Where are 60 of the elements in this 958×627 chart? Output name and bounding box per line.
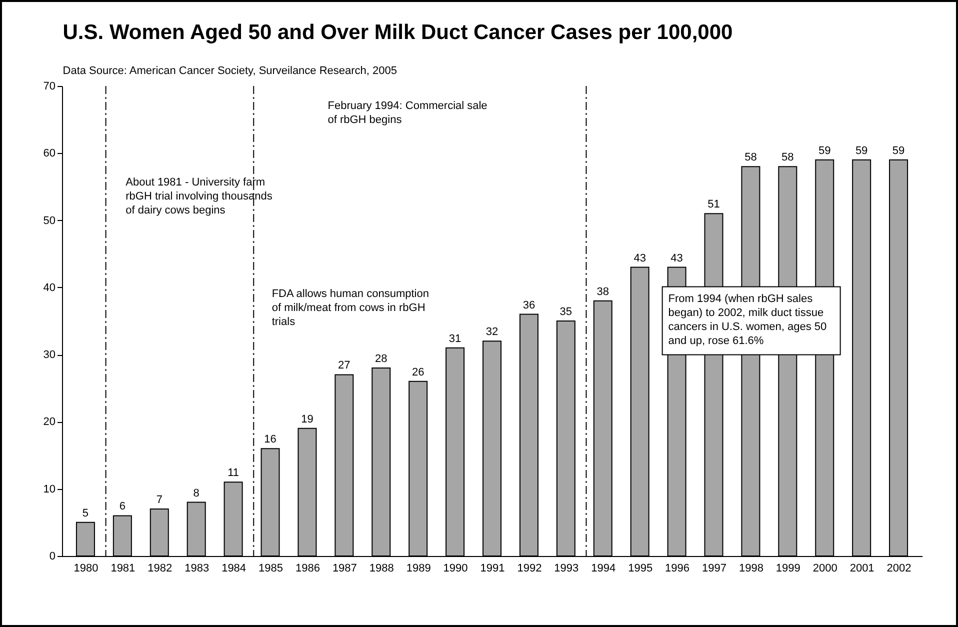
data-label: 43 bbox=[670, 252, 683, 264]
data-label: 28 bbox=[375, 353, 388, 365]
x-tick-label: 1980 bbox=[74, 562, 98, 574]
x-tick-label: 1991 bbox=[480, 562, 505, 574]
data-label: 19 bbox=[301, 413, 314, 426]
y-tick-label: 40 bbox=[43, 282, 56, 294]
data-label: 11 bbox=[228, 467, 240, 480]
y-tick-label: 10 bbox=[43, 483, 56, 496]
x-tick-label: 1999 bbox=[776, 562, 800, 574]
data-label: 16 bbox=[264, 434, 276, 446]
x-tick-label: 1992 bbox=[517, 562, 542, 574]
x-tick-label: 1988 bbox=[369, 562, 394, 574]
data-label: 26 bbox=[412, 366, 424, 378]
data-label: 5 bbox=[82, 507, 89, 520]
y-tick-label: 50 bbox=[43, 214, 56, 227]
data-label: 27 bbox=[338, 360, 350, 372]
annotation: About 1981 - University farm rbGH trial involving thousands of dairy cows begins bbox=[126, 176, 273, 217]
y-tick-label: 70 bbox=[43, 80, 56, 92]
data-label: 35 bbox=[560, 306, 572, 318]
x-tick-label: 1995 bbox=[628, 562, 653, 574]
x-tick-label: 1990 bbox=[443, 562, 468, 574]
data-label: 7 bbox=[156, 494, 162, 506]
annotation: FDA allows human consumption of milk/meat from cows in rbGH trials bbox=[272, 288, 429, 328]
data-label: 36 bbox=[522, 299, 536, 312]
data-label: 59 bbox=[855, 144, 868, 157]
data-label: 51 bbox=[708, 198, 720, 211]
chart-title: U.S. Women Aged 50 and Over Milk Duct Cancer Cases per 100,000 bbox=[62, 21, 733, 44]
y-tick-label: 30 bbox=[43, 349, 56, 362]
data-label: 32 bbox=[486, 326, 498, 338]
x-tick-label: 1997 bbox=[702, 562, 726, 574]
annotation: February 1994: Commercial sale of rbGH begins bbox=[328, 100, 488, 126]
x-tick-label: 1982 bbox=[148, 562, 172, 574]
y-tick-label: 20 bbox=[43, 416, 56, 428]
data-label: 8 bbox=[193, 487, 200, 500]
x-tick-label: 1989 bbox=[406, 562, 431, 574]
x-tick-label: 1994 bbox=[591, 562, 616, 574]
data-label: 58 bbox=[782, 152, 794, 164]
source-note: Data Source: American Cancer Society, Surveilance Research, 2005 bbox=[62, 65, 398, 77]
x-tick-label: 2000 bbox=[812, 562, 838, 574]
x-tick-label: 1984 bbox=[222, 562, 246, 574]
data-label: 31 bbox=[448, 332, 462, 345]
x-tick-label: 1985 bbox=[258, 562, 284, 574]
data-label: 58 bbox=[744, 152, 757, 164]
data-label: 59 bbox=[892, 144, 905, 157]
data-label: 59 bbox=[818, 144, 831, 157]
x-tick-label: 1998 bbox=[738, 562, 764, 574]
data-label: 38 bbox=[596, 286, 609, 298]
x-tick-label: 1986 bbox=[295, 562, 320, 574]
y-tick-label: 60 bbox=[43, 148, 56, 160]
annotation: From 1994 (when rbGH sales began) to 2002, milk duct tissue cancers in U.S. women, ages 50 and up, rose 61.6% bbox=[668, 292, 827, 347]
x-tick-label: 1987 bbox=[332, 562, 357, 574]
x-tick-label: 1996 bbox=[665, 562, 690, 574]
x-tick-label: 2001 bbox=[850, 562, 874, 574]
x-tick-label: 1981 bbox=[110, 562, 136, 574]
x-tick-label: 1993 bbox=[554, 562, 579, 574]
y-tick-label: 0 bbox=[49, 550, 56, 562]
x-tick-label: 1983 bbox=[184, 562, 210, 574]
data-label: 43 bbox=[634, 252, 646, 264]
data-label: 6 bbox=[119, 500, 126, 513]
x-tick-label: 2002 bbox=[886, 562, 912, 574]
